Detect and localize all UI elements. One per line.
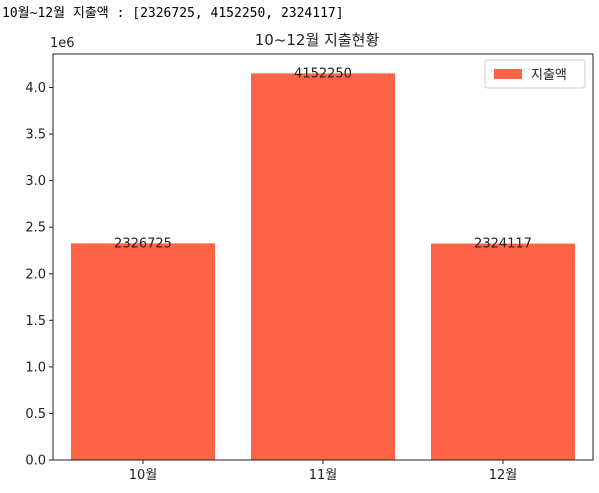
legend: 지출액 [484,59,586,89]
legend-box [484,59,586,89]
console-output-line: 10월~12월 지출액 : [2326725, 4152250, 2324117… [2,6,344,21]
data-label-1: 2326725 [114,236,172,251]
y-tick-label-3: 1.0 [25,360,46,375]
y-tick-label-7: 3.0 [25,174,46,189]
plot-area: 2326725 10월 4152250 11월 2324117 12월 0.0 0.5 1.0 1… [25,53,594,483]
y-tick-label-5: 2.0 [25,267,46,282]
bar-1 [71,243,215,460]
axes-frame [52,53,594,461]
legend-label: 지출액 [531,68,567,83]
x-tick-label-1: 10월 [129,468,158,483]
y-offset-label: 1e6 [50,36,75,51]
y-tick-label-8: 3.5 [25,128,46,143]
y-tick-label-9: 4.0 [25,81,46,96]
y-tick-label-6: 2.5 [25,221,46,236]
y-tick-label-1: 0.0 [25,454,46,469]
data-label-3: 2324117 [474,237,532,252]
y-tick-label-2: 0.5 [25,407,46,422]
bar-2 [251,73,395,461]
legend-swatch [494,69,522,79]
chart-title: 10~12월 지출현황 [255,31,380,49]
data-label-2: 4152250 [294,66,352,81]
x-tick-label-2: 11월 [309,468,338,483]
x-tick-label-3: 12월 [489,468,518,483]
y-tick-label-4: 1.5 [25,314,46,329]
bar-3 [431,243,575,460]
